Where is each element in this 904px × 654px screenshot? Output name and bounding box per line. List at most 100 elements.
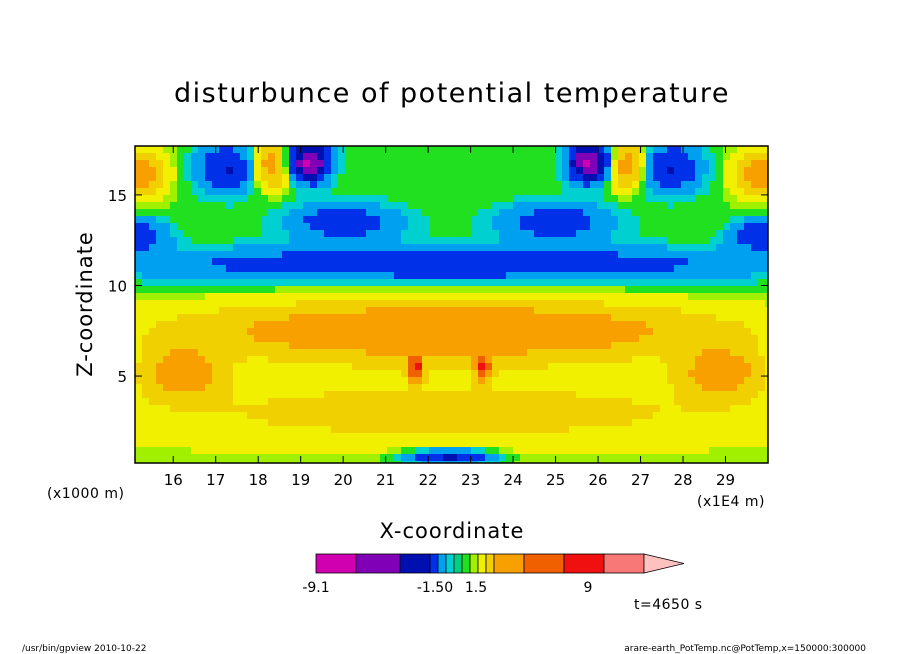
field-cell xyxy=(457,377,465,385)
field-cell xyxy=(618,461,626,463)
field-cell xyxy=(534,188,542,196)
field-cell xyxy=(261,293,269,301)
field-cell xyxy=(149,251,157,259)
field-cell xyxy=(450,251,458,259)
field-cell xyxy=(646,384,654,392)
field-cell xyxy=(429,216,437,224)
field-cell xyxy=(527,286,535,294)
field-cell xyxy=(422,293,430,301)
x-axis: 16 17 18 19 20 21 22 23 24 25 26 27 28 29 xyxy=(164,146,735,489)
field-cell xyxy=(408,181,416,189)
field-cell xyxy=(723,314,731,322)
field-cell xyxy=(583,279,591,287)
field-cell xyxy=(513,146,521,154)
field-cell xyxy=(653,188,661,196)
footer-left: /usr/bin/gpview 2010-10-22 xyxy=(22,644,146,654)
field-cell xyxy=(730,216,738,224)
contour-field xyxy=(135,146,768,463)
field-cell xyxy=(702,356,710,364)
field-cell xyxy=(135,370,143,378)
field-cell xyxy=(590,335,598,343)
field-cell xyxy=(723,146,731,154)
field-cell xyxy=(695,391,703,399)
field-cell xyxy=(366,153,374,161)
field-cell xyxy=(240,160,248,168)
field-cell xyxy=(611,433,619,441)
field-cell xyxy=(555,153,563,161)
field-cell xyxy=(310,244,318,252)
field-cell xyxy=(765,447,768,455)
field-cell xyxy=(387,370,395,378)
field-cell xyxy=(387,146,395,154)
field-cell xyxy=(464,433,472,441)
field-cell xyxy=(702,391,710,399)
field-cell xyxy=(177,160,185,168)
field-cell xyxy=(338,244,346,252)
field-cell xyxy=(338,405,346,413)
field-cell xyxy=(415,433,423,441)
field-cell xyxy=(590,146,598,154)
field-cell xyxy=(548,146,556,154)
field-cell xyxy=(401,363,409,371)
field-cell xyxy=(569,265,577,273)
field-cell xyxy=(282,195,290,203)
field-cell xyxy=(520,342,528,350)
field-cell xyxy=(149,146,157,154)
field-cell xyxy=(646,202,654,210)
field-cell xyxy=(716,454,724,462)
field-cell xyxy=(268,447,276,455)
field-cell xyxy=(492,405,500,413)
field-cell xyxy=(170,167,178,175)
field-cell xyxy=(443,181,451,189)
field-cell xyxy=(247,335,255,343)
field-cell xyxy=(170,398,178,406)
field-cell xyxy=(156,167,164,175)
field-cell xyxy=(583,202,591,210)
field-cell xyxy=(674,335,682,343)
field-cell xyxy=(261,181,269,189)
field-cell xyxy=(142,300,150,308)
field-cell xyxy=(674,405,682,413)
field-cell xyxy=(527,461,535,463)
field-cell xyxy=(527,363,535,371)
field-cell xyxy=(289,167,297,175)
field-cell xyxy=(520,244,528,252)
field-cell xyxy=(464,321,472,329)
field-cell xyxy=(548,160,556,168)
field-cell xyxy=(541,461,549,463)
field-cell xyxy=(373,398,381,406)
field-cell xyxy=(506,426,514,434)
field-cell xyxy=(653,279,661,287)
field-cell xyxy=(457,370,465,378)
field-cell xyxy=(394,335,402,343)
field-cell xyxy=(548,377,556,385)
field-cell xyxy=(590,265,598,273)
field-cell xyxy=(548,328,556,336)
field-cell xyxy=(464,405,472,413)
field-cell xyxy=(359,279,367,287)
field-cell xyxy=(296,223,304,231)
field-cell xyxy=(149,398,157,406)
field-cell xyxy=(562,384,570,392)
field-cell xyxy=(191,398,199,406)
field-cell xyxy=(352,265,360,273)
x-unit-left: (x1000 m) xyxy=(47,486,124,502)
field-cell xyxy=(499,216,507,224)
field-cell xyxy=(744,314,752,322)
field-cell xyxy=(744,377,752,385)
field-cell xyxy=(695,181,703,189)
field-cell xyxy=(625,377,633,385)
field-cell xyxy=(541,342,549,350)
field-cell xyxy=(737,174,745,182)
field-cell xyxy=(527,398,535,406)
field-cell xyxy=(492,391,500,399)
field-cell xyxy=(709,454,717,462)
field-cell xyxy=(219,377,227,385)
field-cell xyxy=(366,160,374,168)
field-cell xyxy=(702,342,710,350)
field-cell xyxy=(653,216,661,224)
field-cell xyxy=(261,174,269,182)
field-cell xyxy=(695,300,703,308)
field-cell xyxy=(737,349,745,357)
field-cell xyxy=(639,349,647,357)
